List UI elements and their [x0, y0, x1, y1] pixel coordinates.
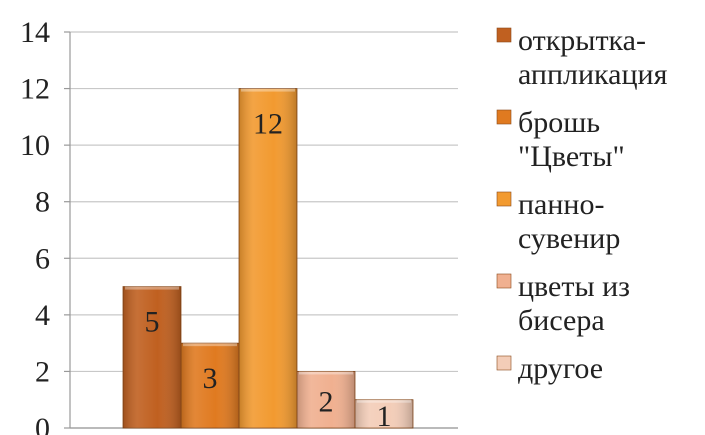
y-tick-label: 14: [20, 16, 50, 49]
legend-swatch: [496, 191, 512, 207]
bar-shading: [297, 371, 355, 428]
bar-top-highlight: [357, 399, 411, 403]
legend-item: панно-сувенир: [496, 188, 620, 255]
bar-group: 1: [354, 399, 414, 433]
data-label: 3: [203, 362, 218, 395]
legend-label: сувенир: [518, 222, 620, 255]
y-tick-label: 6: [35, 242, 50, 275]
legend-swatch: [496, 355, 512, 371]
legend-label: панно-: [518, 188, 604, 221]
y-tick-label: 4: [35, 299, 50, 332]
data-label: 2: [319, 386, 334, 419]
bar-group: 3: [180, 342, 240, 429]
bar-top-highlight: [125, 286, 179, 290]
bar-shading: [123, 286, 181, 428]
legend-label: цветы из: [518, 270, 630, 303]
legend-label: аппликация: [518, 58, 668, 91]
bar-top-highlight: [241, 88, 295, 92]
bar-shading: [239, 88, 297, 429]
legend-item: брошь"Цветы": [496, 106, 625, 173]
legend-label: брошь: [518, 106, 600, 139]
legend-swatch: [496, 109, 512, 125]
bar-top-highlight: [299, 371, 353, 375]
data-label: 5: [145, 306, 160, 339]
data-label: 1: [377, 400, 392, 433]
bar-shading: [355, 399, 413, 428]
bar-top-highlight: [183, 343, 237, 347]
legend-swatch: [496, 27, 512, 43]
legend: открытка-аппликация брошь"Цветы" панно-сув…: [496, 24, 668, 385]
bar-group: 12: [238, 88, 298, 429]
legend-label: другое: [518, 352, 603, 385]
legend-label: "Цветы": [518, 140, 625, 173]
y-tick-label: 12: [20, 73, 50, 106]
legend-label: бисера: [518, 304, 605, 337]
y-tick-label: 8: [35, 186, 50, 219]
y-tick-label: 2: [35, 355, 50, 388]
bar-group: 5: [122, 286, 182, 429]
legend-item: открытка-аппликация: [496, 24, 668, 91]
bar-group: 2: [296, 371, 356, 429]
legend-item: другое: [496, 352, 603, 385]
bar-shading: [181, 343, 239, 428]
legend-swatch: [496, 273, 512, 289]
legend-label: открытка-: [518, 24, 646, 57]
y-tick-label: 10: [20, 129, 50, 162]
data-label: 12: [253, 108, 283, 141]
y-tick-label: 0: [35, 412, 50, 435]
